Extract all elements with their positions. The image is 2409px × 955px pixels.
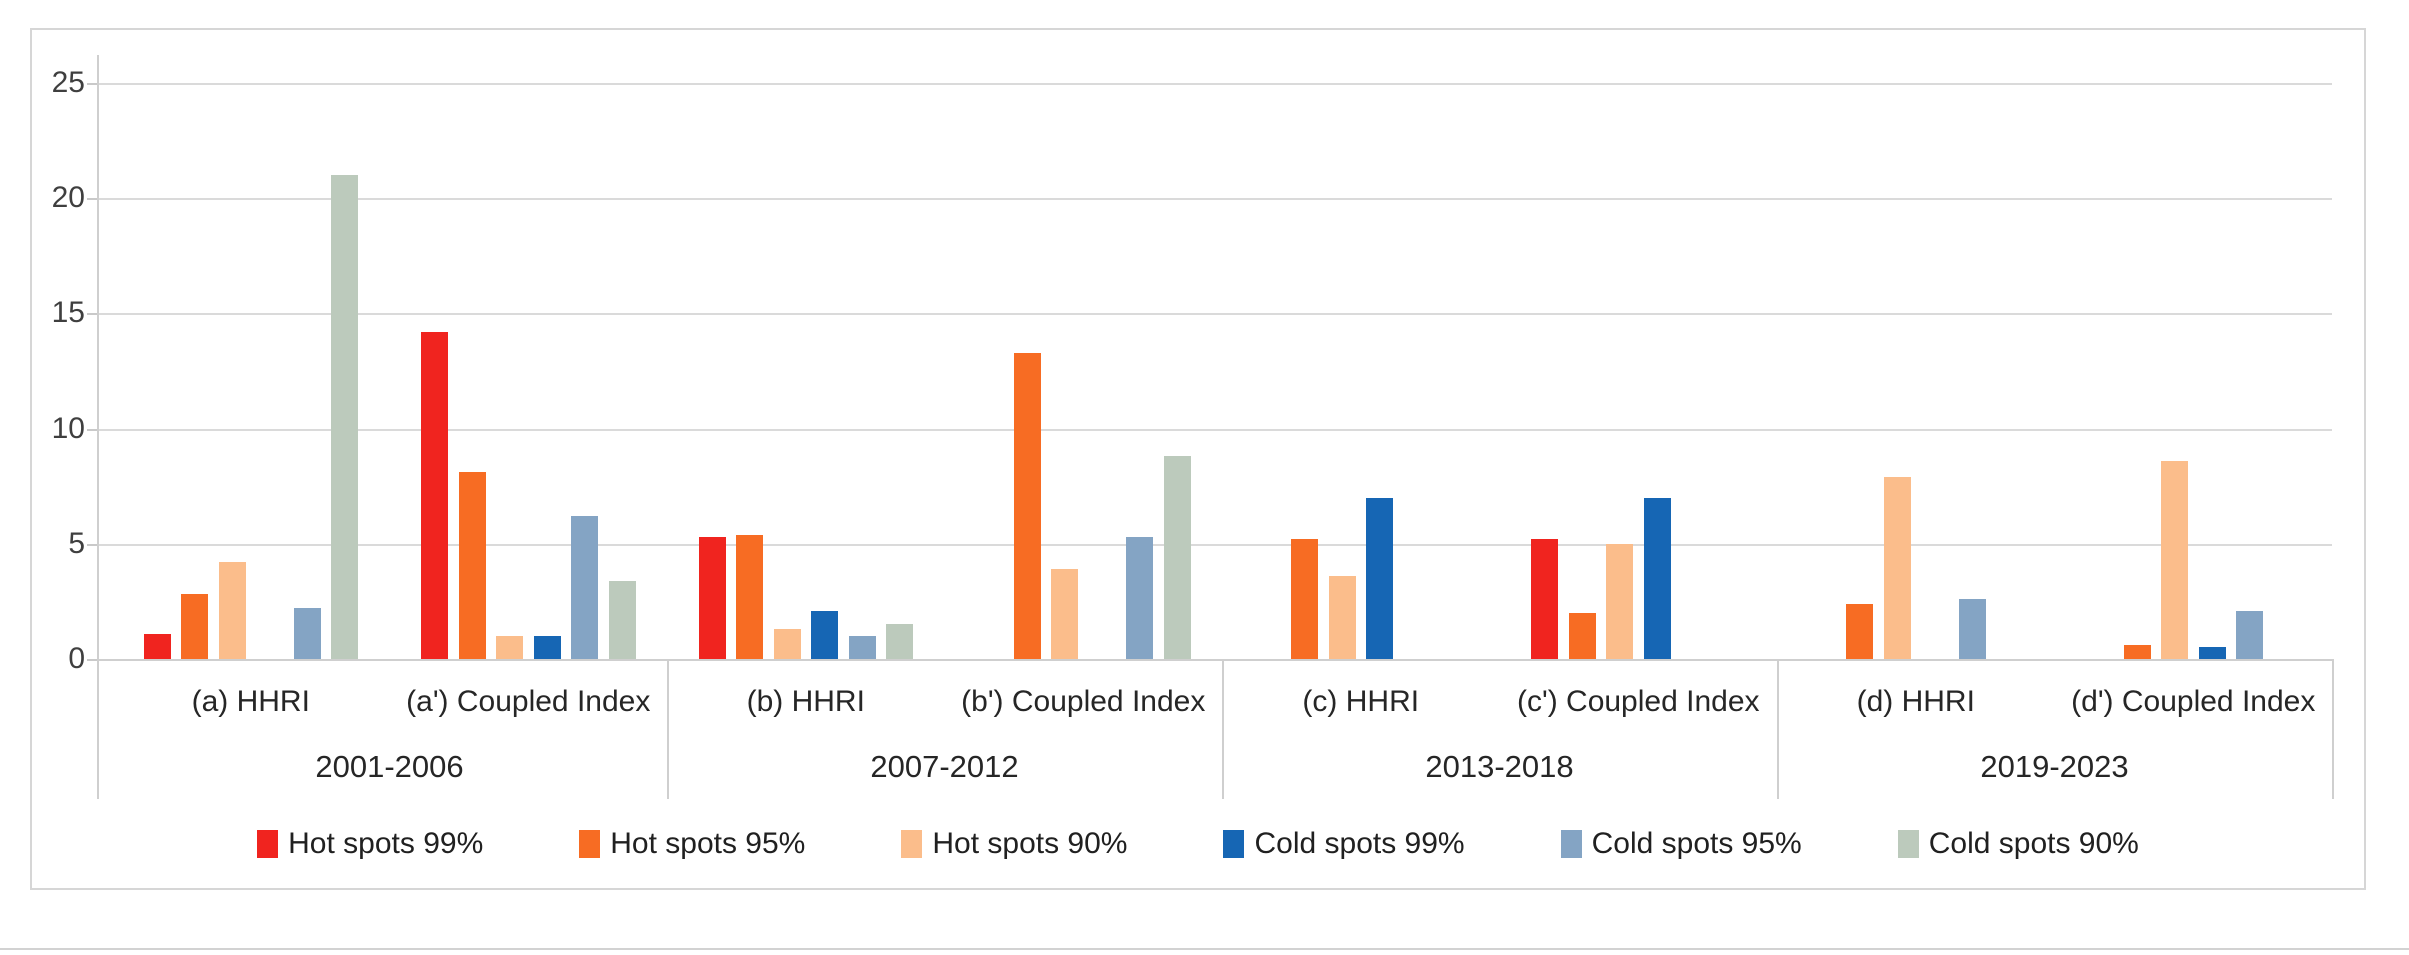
legend-item: Cold spots 99% [1223, 827, 1465, 860]
gridline-y25 [97, 83, 2332, 85]
bar-hot-spots-99- [143, 633, 171, 659]
category-label: (c) HHRI [1302, 685, 1420, 718]
legend-item: Cold spots 90% [1897, 827, 2139, 860]
bar-cold-spots-99- [1643, 497, 1671, 659]
chart-card: 0 5 10 15 20 25 (a) HHRI (a') Coupled Index (b) … [30, 28, 2366, 890]
legend-item: Cold spots 95% [1560, 827, 1802, 860]
category-table-divider [667, 659, 669, 799]
period-label: 2019-2023 [1980, 749, 2129, 784]
legend-label: Cold spots 99% [1254, 827, 1465, 860]
bar-cold-spots-90- [1163, 456, 1191, 659]
plot-area: 0 5 10 15 20 25 (a) HHRI (a') Coupled Index (b) … [32, 30, 2364, 888]
period-label: 2013-2018 [1425, 749, 1574, 784]
y-axis-label: 15 [51, 296, 85, 330]
legend-item: Hot spots 99% [257, 828, 483, 860]
category-table-divider [2332, 659, 2334, 799]
x-axis-line [97, 659, 2332, 661]
legend-item: Hot spots 95% [579, 828, 805, 860]
y-axis-label: 5 [68, 526, 85, 560]
y-axis-tick [87, 313, 97, 316]
bar-hot-spots-95- [1291, 539, 1318, 659]
period-label: 2001-2006 [315, 749, 464, 784]
bar-hot-spots-90- [1328, 576, 1356, 659]
legend-label: Cold spots 90% [1928, 827, 2139, 860]
gridline-y15 [97, 313, 2332, 316]
bar-cold-spots-95- [293, 608, 321, 659]
period-label: 2007-2012 [870, 749, 1019, 784]
legend-swatch-icon [901, 830, 923, 858]
legend-swatch-icon [1897, 830, 1919, 858]
legend-swatch-icon [1223, 830, 1245, 858]
bar-hot-spots-95- [2123, 645, 2151, 659]
category-label: (b) HHRI [746, 685, 865, 718]
legend-swatch-icon [1560, 830, 1582, 858]
category-label: (b') Coupled Index [961, 685, 1206, 718]
bar-cold-spots-99- [2198, 647, 2226, 659]
bar-hot-spots-99- [1531, 539, 1558, 659]
bar-hot-spots-90- [1883, 476, 1911, 659]
bar-cold-spots-95- [1126, 536, 1153, 659]
bar-cold-spots-95- [571, 516, 598, 659]
bar-cold-spots-99- [1366, 497, 1393, 659]
gridline-y5 [97, 543, 2332, 546]
bar-cold-spots-95- [1958, 599, 1986, 659]
y-axis-label: 0 [68, 642, 85, 675]
bar-cold-spots-90- [608, 580, 636, 659]
legend-label: Cold spots 95% [1591, 827, 1802, 860]
bar-hot-spots-95- [1013, 352, 1041, 659]
category-label: (d') Coupled Index [2071, 685, 2316, 718]
bar-hot-spots-95- [181, 594, 208, 659]
bar-hot-spots-95- [1846, 603, 1873, 659]
bar-hot-spots-95- [458, 472, 486, 659]
bar-cold-spots-95- [848, 635, 876, 659]
bar-hot-spots-99- [421, 331, 448, 659]
bar-cold-spots-99- [533, 635, 561, 659]
chart-legend: Hot spots 99% Hot spots 95% Hot spots 90% C… [32, 814, 2364, 874]
y-axis-tick [87, 428, 97, 431]
gridline-y20 [97, 198, 2332, 201]
y-axis-tick [87, 198, 97, 201]
category-label: (c') Coupled Index [1516, 685, 1760, 718]
bar-hot-spots-90- [773, 629, 801, 659]
page-bottom-divider [0, 948, 2409, 950]
bar-hot-spots-90- [496, 635, 523, 659]
legend-label: Hot spots 95% [610, 827, 806, 860]
legend-label: Hot spots 90% [932, 827, 1128, 860]
legend-swatch-icon [579, 830, 601, 858]
category-table-divider [97, 659, 99, 799]
y-axis-label: 10 [51, 411, 85, 445]
bar-cold-spots-95- [2236, 610, 2263, 659]
y-axis-label: 25 [51, 66, 85, 99]
category-table-divider [1222, 659, 1224, 799]
bar-hot-spots-90- [2161, 460, 2188, 659]
bar-hot-spots-90- [1606, 543, 1633, 659]
y-axis-label: 20 [51, 181, 85, 215]
bar-hot-spots-90- [218, 562, 246, 659]
category-table-divider [1777, 659, 1779, 799]
legend-swatch-icon [257, 830, 279, 858]
bar-hot-spots-95- [736, 534, 763, 659]
y-axis-tick [87, 659, 97, 661]
bar-cold-spots-90- [331, 175, 358, 659]
y-axis-line [97, 55, 99, 659]
bar-cold-spots-90- [886, 624, 913, 659]
gridline-y10 [97, 428, 2332, 431]
category-label: (d) HHRI [1856, 685, 1975, 718]
bar-hot-spots-95- [1568, 612, 1596, 659]
y-axis-tick [87, 83, 97, 85]
bar-hot-spots-90- [1051, 569, 1078, 659]
category-label: (a) HHRI [191, 685, 310, 718]
y-axis-tick [87, 543, 97, 546]
legend-item: Hot spots 90% [901, 828, 1127, 860]
bar-cold-spots-99- [811, 610, 838, 659]
bar-hot-spots-99- [698, 536, 726, 659]
legend-label: Hot spots 99% [288, 827, 484, 860]
category-label: (a') Coupled Index [406, 685, 651, 718]
